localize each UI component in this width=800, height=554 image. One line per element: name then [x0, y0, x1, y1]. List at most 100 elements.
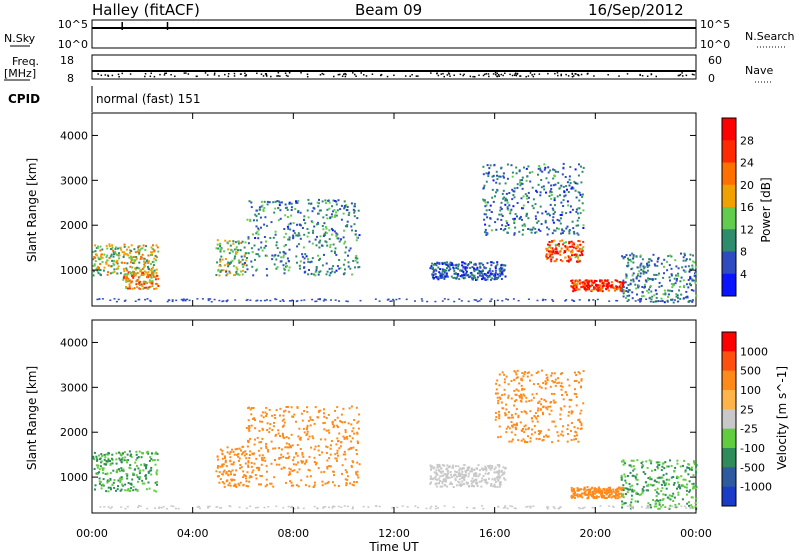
- echo-cell: [469, 275, 472, 278]
- ground-cell: [676, 506, 679, 508]
- echo-cell: [257, 227, 260, 230]
- ground-cell: [177, 507, 180, 510]
- colorbar-tick: 25: [740, 403, 754, 416]
- echo-cell: [588, 489, 591, 492]
- echo-cell: [461, 264, 464, 267]
- echo-cell: [135, 474, 138, 477]
- echo-cell: [290, 202, 293, 205]
- velocity-data: [92, 369, 698, 510]
- echo-cell: [288, 455, 291, 458]
- echo-cell: [590, 281, 593, 284]
- echo-cell: [473, 263, 476, 266]
- echo-cell: [566, 440, 569, 443]
- echo-cell: [356, 257, 359, 260]
- echo-cell: [534, 416, 537, 419]
- echo-cell: [226, 263, 229, 266]
- echo-cell: [478, 262, 481, 265]
- echo-cell: [119, 246, 122, 249]
- echo-cell: [282, 418, 285, 421]
- echo-cell: [140, 456, 143, 459]
- colorbar-segment: [722, 390, 736, 410]
- echo-cell: [573, 253, 576, 256]
- echo-cell: [234, 241, 237, 244]
- echo-cell: [552, 251, 555, 254]
- echo-cell: [650, 278, 653, 281]
- echo-cell: [574, 256, 577, 259]
- echo-cell: [244, 252, 247, 255]
- ground-cell: [288, 300, 291, 302]
- echo-cell: [125, 287, 128, 289]
- ground-cell: [481, 505, 484, 507]
- echo-cell: [156, 481, 158, 484]
- echo-cell: [141, 253, 144, 256]
- echo-cell: [505, 199, 508, 202]
- echo-cell: [231, 469, 234, 472]
- echo-cell: [156, 469, 159, 472]
- echo-cell: [248, 406, 251, 409]
- echo-cell: [649, 286, 652, 289]
- echo-cell: [457, 267, 460, 270]
- echo-cell: [554, 229, 557, 232]
- echo-cell: [646, 289, 649, 292]
- echo-cell: [587, 284, 590, 287]
- nsky-trace: [92, 22, 696, 30]
- nsearch-label: N.Search: [745, 30, 795, 43]
- echo-cell: [110, 265, 113, 268]
- echo-cell: [503, 388, 506, 391]
- echo-cell: [672, 483, 675, 486]
- echo-cell: [475, 475, 478, 478]
- echo-cell: [660, 297, 663, 300]
- ground-cell: [532, 505, 535, 507]
- echo-cell: [675, 293, 678, 295]
- echo-cell: [445, 269, 448, 272]
- echo-cell: [504, 264, 507, 267]
- echo-cell: [338, 432, 341, 435]
- echo-cell: [265, 478, 268, 481]
- echo-cell: [126, 273, 129, 276]
- echo-cell: [510, 440, 513, 443]
- echo-cell: [260, 200, 263, 203]
- echo-cell: [526, 175, 529, 178]
- echo-cell: [221, 481, 224, 484]
- echo-cell: [571, 281, 574, 284]
- echo-cell: [234, 274, 236, 276]
- echo-cell: [562, 185, 565, 188]
- echo-cell: [534, 412, 537, 415]
- echo-cell: [544, 380, 547, 383]
- echo-cell: [595, 490, 598, 493]
- echo-cell: [135, 272, 138, 275]
- echo-cell: [263, 200, 266, 203]
- echo-cell: [249, 450, 252, 453]
- echo-cell: [581, 195, 584, 198]
- echo-cell: [106, 254, 109, 257]
- echo-cell: [316, 235, 318, 238]
- echo-cell: [625, 493, 627, 496]
- echo-cell: [108, 257, 111, 259]
- echo-cell: [561, 372, 564, 375]
- echo-cell: [148, 459, 151, 462]
- echo-cell: [145, 271, 148, 274]
- echo-cell: [485, 467, 488, 470]
- echo-cell: [546, 249, 549, 252]
- echo-cell: [317, 254, 319, 257]
- echo-cell: [255, 225, 258, 228]
- echo-cell: [331, 423, 334, 426]
- colorbar-segment: [722, 162, 736, 186]
- echo-cell: [601, 491, 604, 494]
- echo-cell: [311, 221, 314, 224]
- echo-cell: [334, 247, 337, 250]
- echo-cell: [665, 478, 668, 481]
- echo-cell: [150, 251, 152, 254]
- echo-cell: [538, 400, 541, 403]
- echo-cell: [296, 201, 299, 204]
- echo-cell: [569, 182, 572, 184]
- ground-cell: [690, 507, 693, 510]
- echo-cell: [452, 277, 455, 279]
- echo-cell: [342, 212, 345, 215]
- echo-cell: [494, 271, 497, 274]
- echo-cell: [243, 254, 246, 257]
- echo-cell: [492, 262, 495, 264]
- echo-cell: [615, 494, 617, 497]
- echo-cell: [290, 206, 293, 209]
- echo-cell: [443, 479, 446, 482]
